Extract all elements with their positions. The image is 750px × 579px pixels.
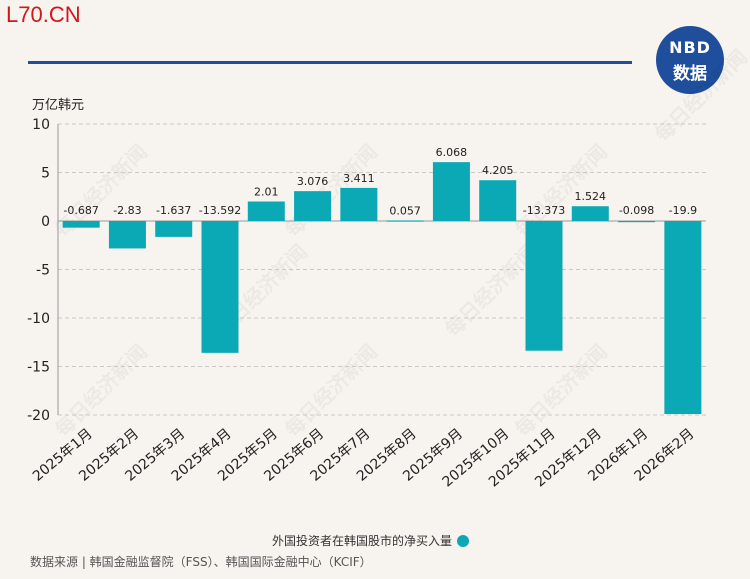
data-label: -2.83 <box>113 204 141 217</box>
data-label: 6.068 <box>436 146 468 159</box>
data-label: -1.637 <box>156 204 191 217</box>
legend: 外国投资者在韩国股市的净买入量 <box>272 532 470 549</box>
bar <box>432 162 470 221</box>
bar <box>201 221 239 353</box>
data-label: 3.411 <box>343 172 375 185</box>
data-label: -0.098 <box>619 204 654 217</box>
y-ticks: 10 5 0 -5 -10 -15 -20 <box>27 117 50 424</box>
legend-label: 外国投资者在韩国股市的净买入量 <box>272 534 453 548</box>
x-ticks: 2025年1月2025年2月2025年3月2025年4月2025年5月2025年… <box>30 426 698 491</box>
site-tag: L70.CN <box>6 2 81 27</box>
y-tick-label: 5 <box>41 166 50 182</box>
data-label: 1.524 <box>575 190 607 203</box>
y-tick-label: 0 <box>41 214 50 230</box>
bar <box>479 180 517 221</box>
bar <box>155 221 193 237</box>
source-note: 数据来源 | 韩国金融监督院（FSS）、韩国国际金融中心（KCIF） <box>30 555 372 569</box>
bar <box>294 191 332 221</box>
nbd-logo: NBD 数据 <box>656 26 724 94</box>
bar <box>340 187 378 221</box>
y-tick-label: -20 <box>27 408 50 424</box>
data-label: -19.9 <box>669 204 697 217</box>
data-label: -13.373 <box>523 204 565 217</box>
data-label: 2.01 <box>254 186 279 199</box>
y-tick-label: -10 <box>27 311 50 327</box>
legend-swatch <box>457 534 470 547</box>
y-axis-unit: 万亿韩元 <box>32 98 85 113</box>
bar <box>664 221 702 415</box>
logo-line2: 数据 <box>673 64 707 84</box>
bar <box>62 221 100 228</box>
data-label: 0.057 <box>389 204 421 217</box>
header-rule <box>28 61 632 64</box>
y-tick-label: 10 <box>32 117 50 133</box>
data-labels: -0.687 -2.83 -1.637 -13.592 2.01 3.076 3.411 0.… <box>63 146 697 217</box>
data-label: 4.205 <box>482 164 514 177</box>
y-tick-label: -5 <box>36 263 50 279</box>
data-label: 3.076 <box>297 175 329 188</box>
bar <box>618 221 656 223</box>
bar <box>525 221 563 351</box>
y-tick-label: -15 <box>27 360 50 376</box>
logo-line1: NBD <box>669 38 711 57</box>
bar <box>247 201 285 221</box>
gridlines <box>57 123 706 416</box>
data-label: -13.592 <box>199 204 241 217</box>
bars <box>62 162 702 415</box>
bar <box>571 206 609 221</box>
data-label: -0.687 <box>63 204 98 217</box>
bar <box>386 220 424 222</box>
bar <box>108 221 146 249</box>
